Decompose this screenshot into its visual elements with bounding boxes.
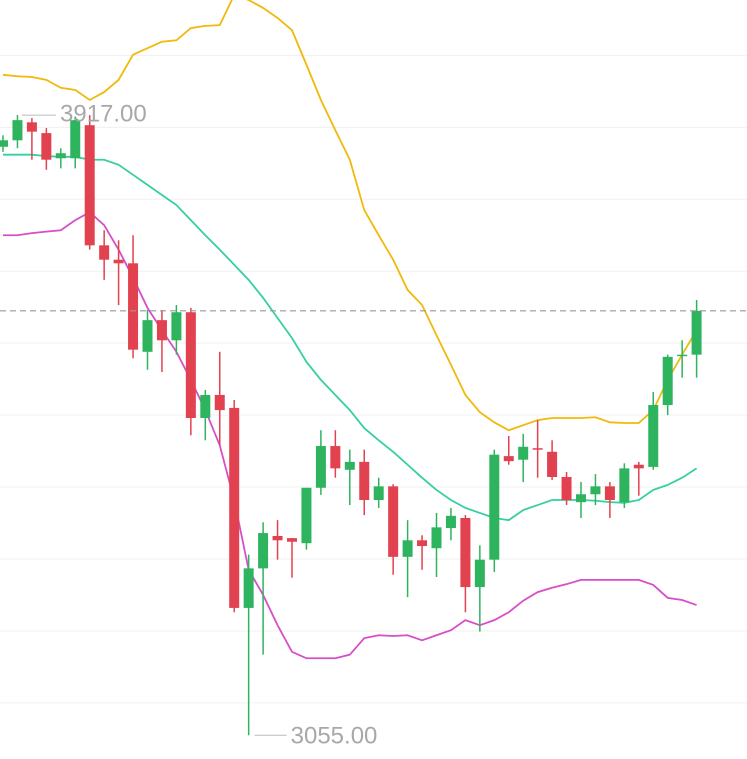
candle-body xyxy=(214,394,225,411)
candle-body xyxy=(373,486,384,501)
candle-body xyxy=(200,394,211,418)
candle-body xyxy=(359,461,370,501)
candle-body xyxy=(128,263,139,350)
candle-body xyxy=(576,494,586,503)
candle-body xyxy=(185,312,196,418)
candle-body xyxy=(691,310,702,355)
candle-body xyxy=(171,312,182,341)
candle-body xyxy=(474,559,485,588)
candle-body xyxy=(156,320,167,341)
candle-body xyxy=(619,468,630,503)
candle-body xyxy=(518,446,529,460)
candle-body xyxy=(677,354,688,357)
candle-body xyxy=(12,120,23,141)
candle-body xyxy=(503,456,514,462)
annotation-label: 3917.00 xyxy=(60,100,147,127)
candle-body xyxy=(315,446,326,488)
candle-body xyxy=(0,140,8,147)
band-line xyxy=(3,211,697,660)
candle-body xyxy=(287,538,297,542)
candle-body xyxy=(460,517,471,588)
candle-body xyxy=(272,535,283,541)
candle-body xyxy=(561,476,572,501)
band-line xyxy=(2,0,698,432)
candle-body xyxy=(26,122,37,132)
candle-body xyxy=(547,451,558,477)
candle-body xyxy=(402,540,413,557)
candle-body xyxy=(388,486,399,557)
candle-body xyxy=(229,407,240,608)
candle-body xyxy=(344,461,355,470)
candle-body xyxy=(445,515,456,529)
candle-body xyxy=(648,405,659,467)
candle-body xyxy=(142,320,153,352)
candle-body xyxy=(243,568,254,608)
candle-body xyxy=(532,448,543,450)
candle-body xyxy=(301,487,312,544)
candle-body xyxy=(417,540,428,547)
annotation-label: 3055.00 xyxy=(291,723,378,750)
candle-body xyxy=(330,446,341,469)
candle-body xyxy=(590,486,601,495)
candle-body xyxy=(489,454,500,560)
candle-body xyxy=(84,125,95,246)
candle-body xyxy=(99,245,110,260)
candle-body xyxy=(662,356,673,406)
candle-body xyxy=(55,153,66,159)
candle-body xyxy=(70,120,81,159)
candle-body xyxy=(258,533,269,569)
candle-body xyxy=(633,464,644,469)
candle-body xyxy=(113,259,124,264)
candle-body xyxy=(431,527,442,549)
candle-body xyxy=(604,486,615,501)
candle-body xyxy=(41,133,52,160)
